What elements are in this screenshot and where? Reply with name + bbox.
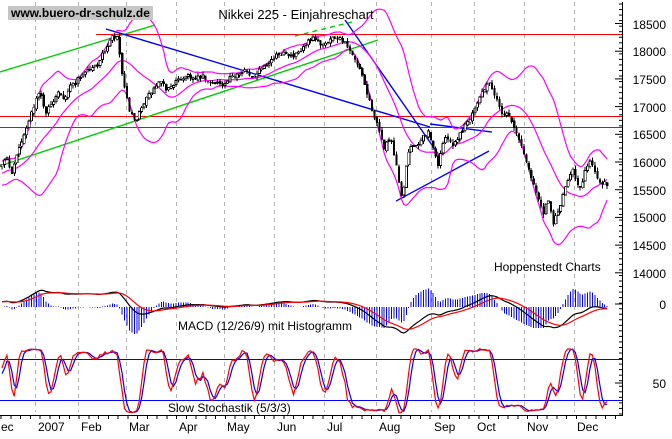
price-tick-label: 15000 [632,211,666,226]
month-label: ec [1,420,14,434]
chart-title: Nikkei 225 - Einjahreschart [218,7,374,22]
month-label: May [227,420,250,434]
month-label: 2007 [38,420,65,434]
month-label: Nov [527,420,549,434]
month-label: Feb [81,420,102,434]
watermark: www.buero-dr-schulz.de [8,6,153,20]
branding-label: Hoppenstedt Charts [494,260,601,274]
price-tick-label: 17500 [632,72,666,87]
month-label: Mar [129,420,150,434]
stochastic-label: Slow Stochastik (5/3/3) [168,401,291,415]
price-tick-label: 15500 [632,183,666,198]
month-label: Dec [577,420,599,434]
month-label: Oct [477,420,496,434]
macd-axis-label: 0 [659,298,666,312]
month-label: Aug [379,420,401,434]
price-tick-label: 14000 [632,266,666,281]
price-tick-label: 18000 [632,45,666,60]
price-tick-label: 18500 [632,17,666,32]
macd-label: MACD (12/26/9) mit Histogramm [178,319,353,333]
price-tick-label: 16000 [632,156,666,170]
price-tick-label: 14500 [632,239,666,254]
month-label: Apr [179,420,198,434]
price-tick-label: 17000 [632,100,666,115]
month-label: Sep [434,420,456,434]
month-label: Jul [327,420,343,434]
month-label: Jun [277,420,297,434]
price-tick-label: 16500 [632,128,666,143]
stochastic-axis-label: 50 [652,377,666,391]
